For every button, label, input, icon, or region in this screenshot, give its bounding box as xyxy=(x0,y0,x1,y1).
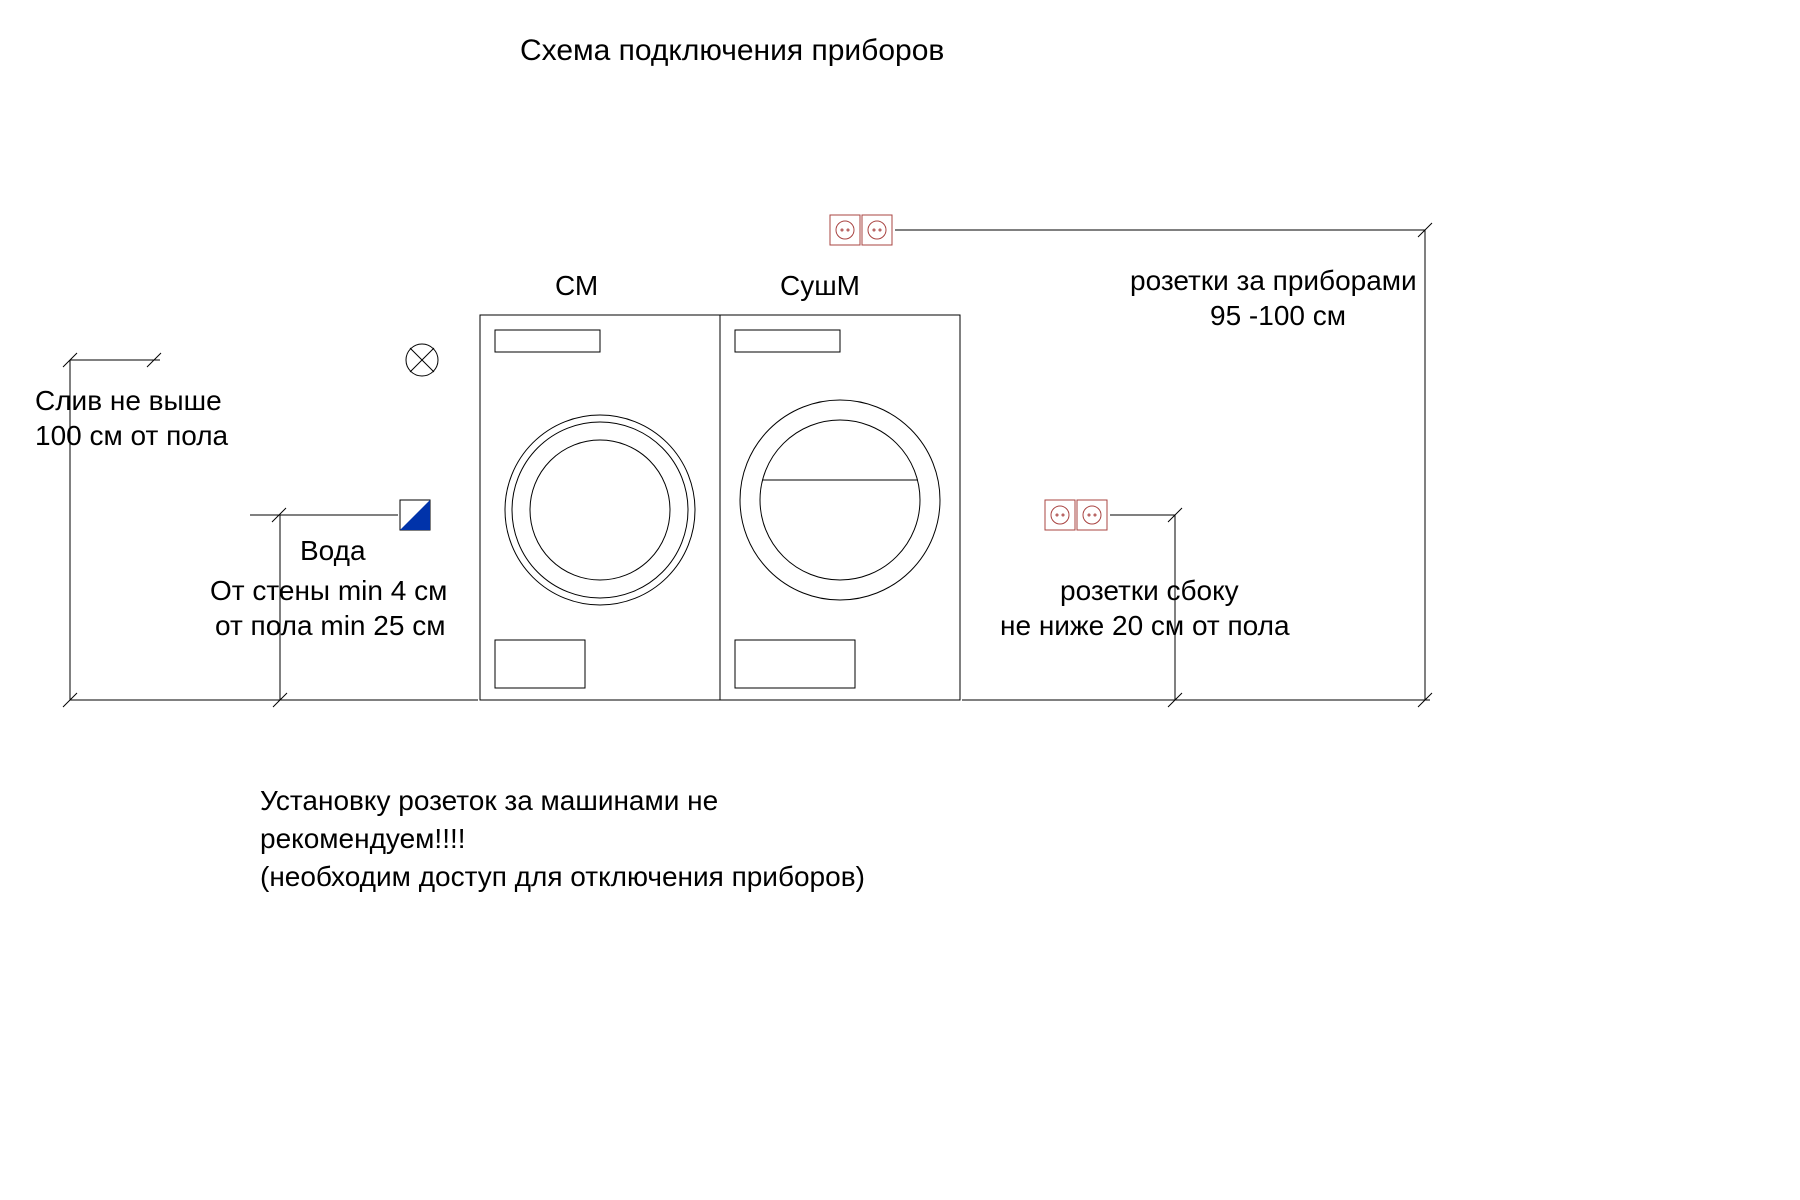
label-drain-1: Слив не выше xyxy=(35,385,222,416)
label-sockets-behind-2: 95 -100 см xyxy=(1210,300,1346,331)
sockets-side-icon xyxy=(1045,500,1107,530)
label-sockets-side-1: розетки сбоку xyxy=(1060,575,1239,606)
machine-sushm xyxy=(720,315,960,700)
label-cm: СМ xyxy=(555,270,598,301)
label-water-3: от пола min 25 см xyxy=(215,610,445,641)
sockets-top-icon xyxy=(830,215,892,245)
diagram-title: Схема подключения приборов xyxy=(520,34,944,67)
water-icon xyxy=(400,500,430,530)
label-water-2: От стены min 4 см xyxy=(210,575,447,606)
label-water-1: Вода xyxy=(300,535,366,566)
label-sushm: СушМ xyxy=(780,270,860,301)
note-line-2: рекомендуем!!!! xyxy=(260,823,466,854)
machine-cm xyxy=(480,315,720,700)
label-drain-2: 100 см от пола xyxy=(35,420,229,451)
label-sockets-side-2: не ниже 20 см от пола xyxy=(1000,610,1290,641)
note-line-1: Установку розеток за машинами не xyxy=(260,785,718,816)
drain-icon xyxy=(406,344,438,376)
note-line-3: (необходим доступ для отключения приборо… xyxy=(260,861,865,892)
label-sockets-behind-1: розетки за приборами xyxy=(1130,265,1417,296)
